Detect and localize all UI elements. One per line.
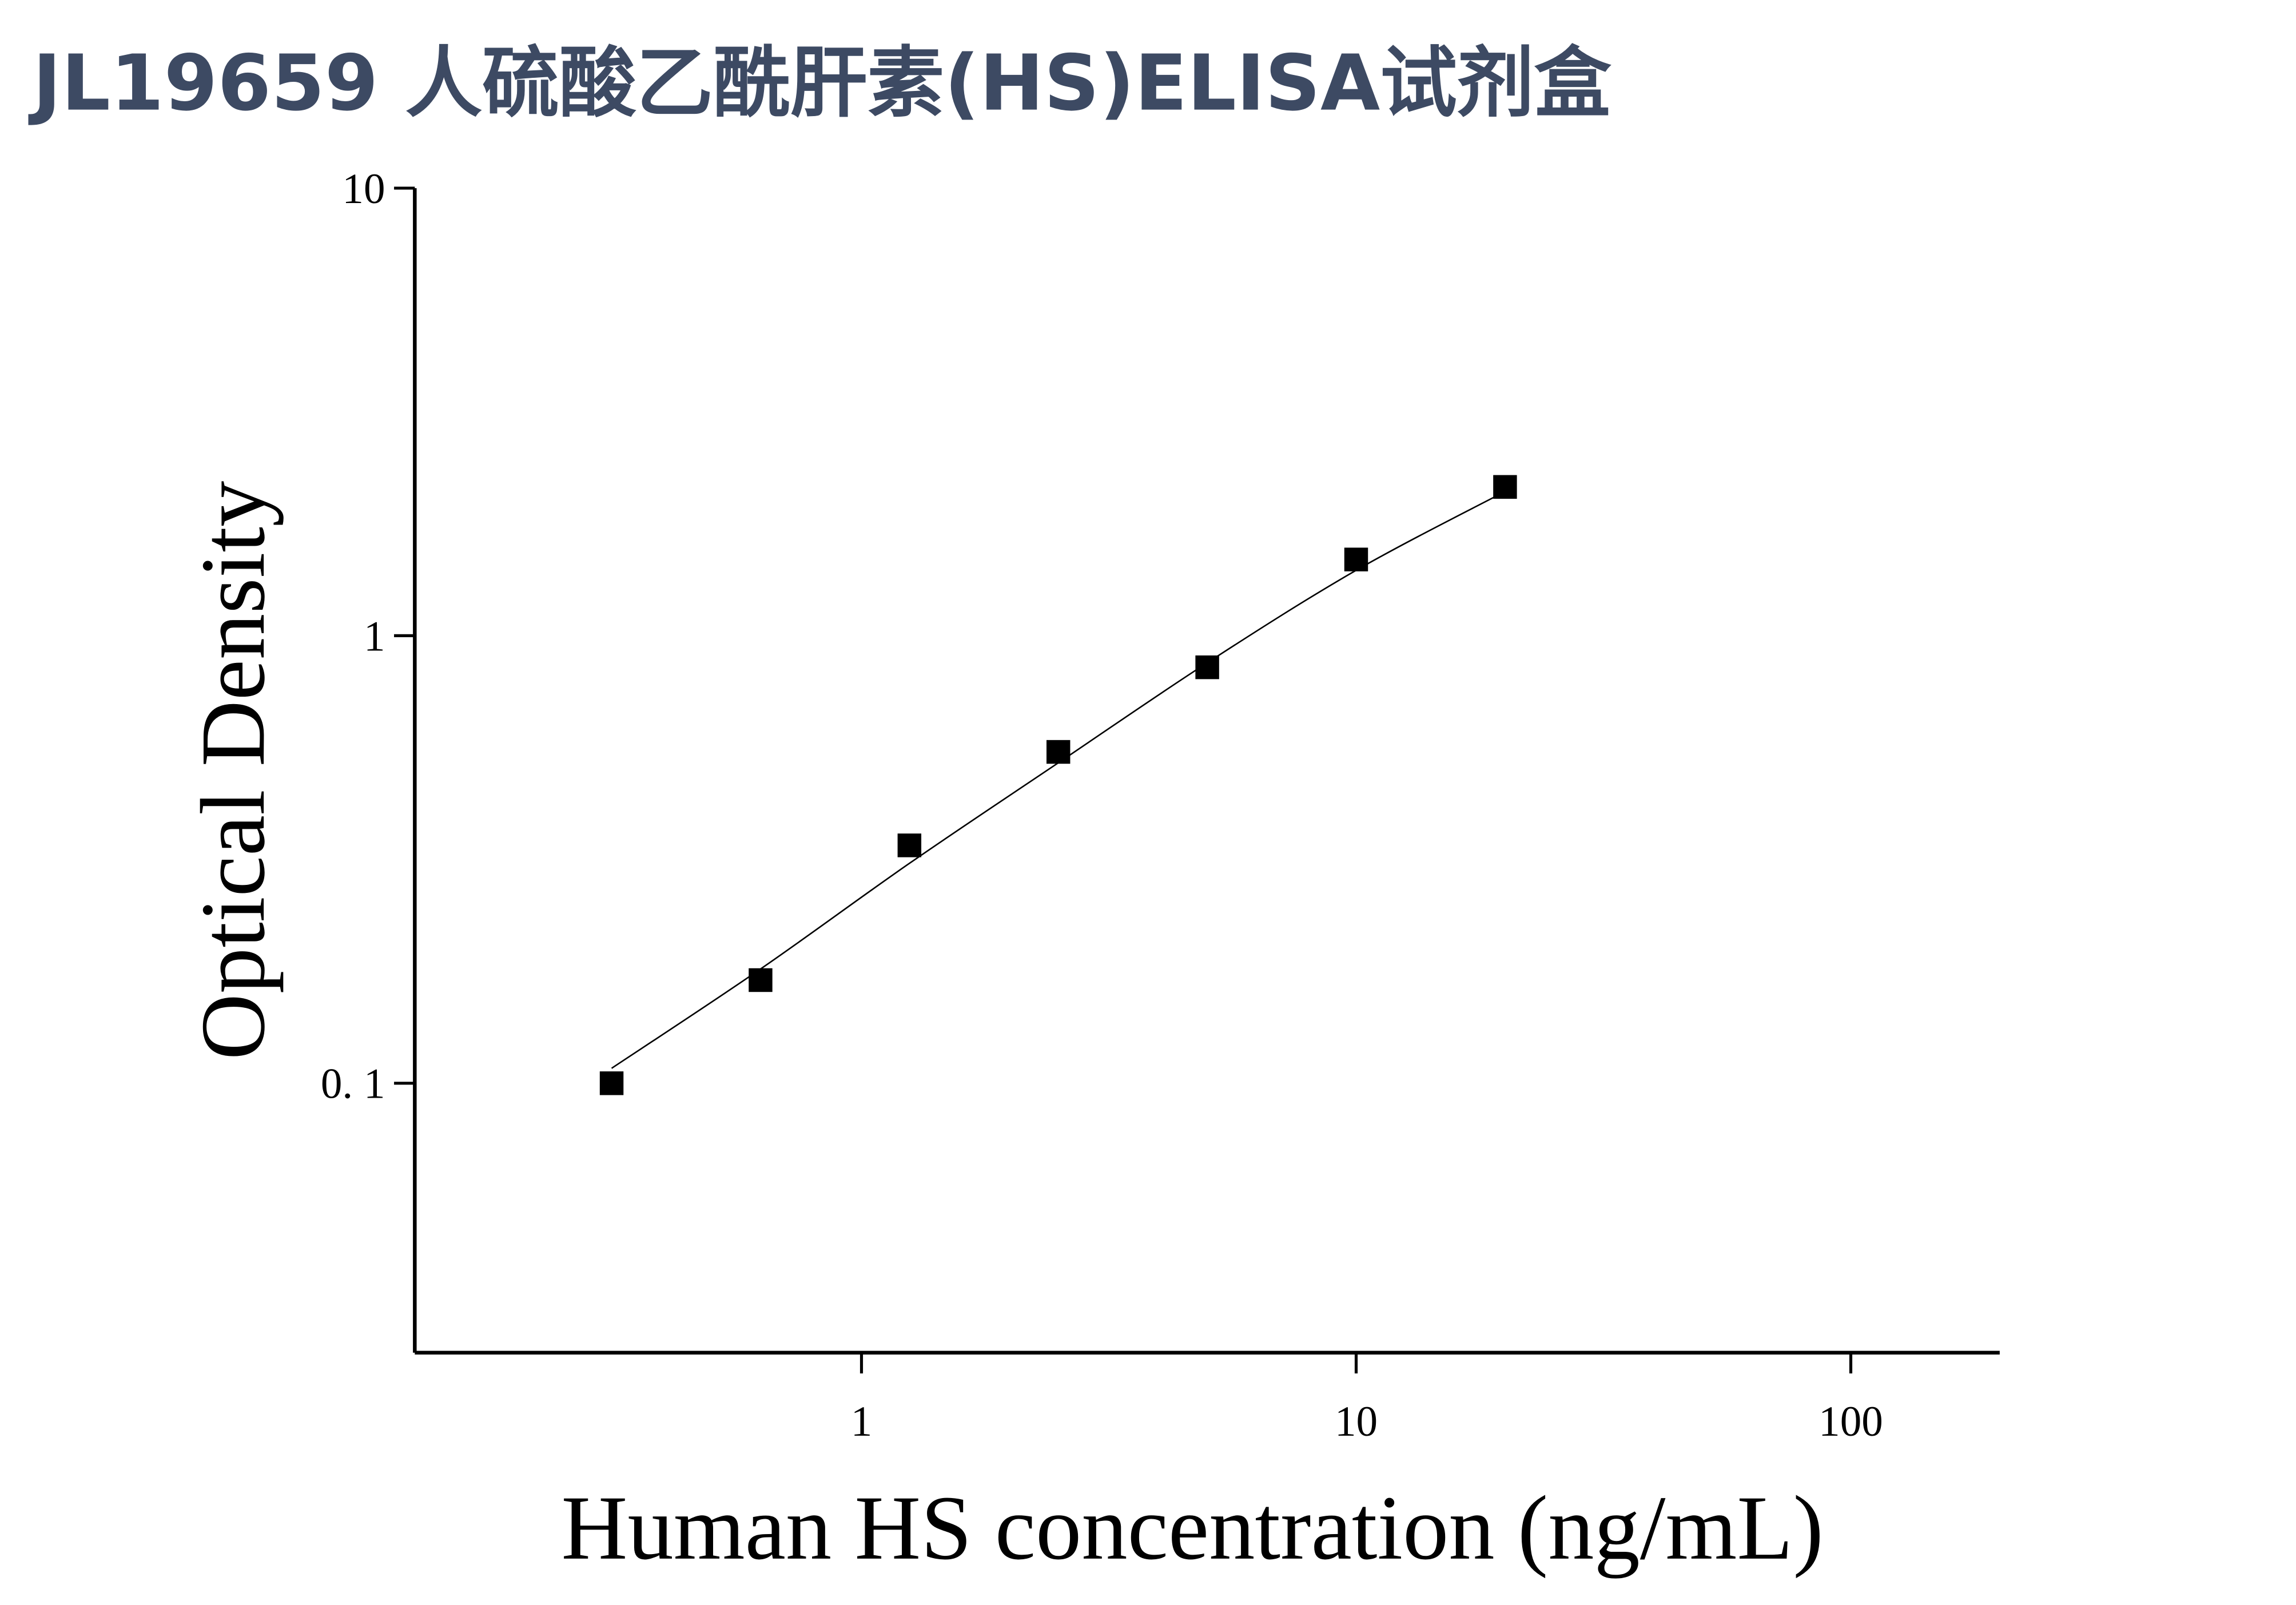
y-tick-label: 0. 1 <box>321 1060 385 1108</box>
x-tick-label: 1 <box>851 1398 873 1445</box>
y-tick-label: 10 <box>342 165 385 213</box>
point <box>1195 655 1219 680</box>
point <box>599 1071 624 1095</box>
chart-title: JL19659 人硫酸乙酰肝素(HS)ELISA试剂盒 <box>28 38 1612 128</box>
point <box>749 968 773 992</box>
y-tick-label: 1 <box>364 613 385 660</box>
fit-curve <box>611 491 1506 1069</box>
point <box>897 833 922 857</box>
x-tick-label: 10 <box>1335 1398 1378 1445</box>
y-axis-label: Optical Density <box>182 481 284 1060</box>
x-axis-label: Human HS concentration (ng/mL) <box>562 1477 1824 1579</box>
x-tick-label: 100 <box>1819 1398 1883 1445</box>
point <box>1344 547 1368 571</box>
point <box>1046 740 1071 764</box>
point <box>1493 475 1517 499</box>
